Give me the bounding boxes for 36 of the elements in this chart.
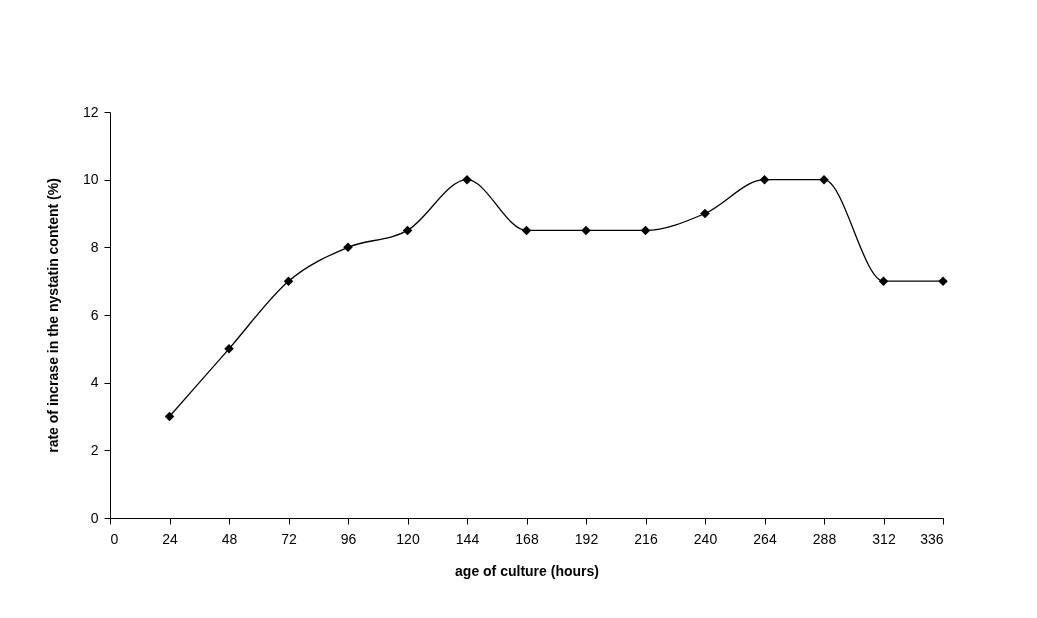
- x-tick-label: 72: [281, 530, 297, 547]
- x-tick-label: 144: [455, 530, 480, 547]
- x-tick-label: 264: [753, 530, 777, 547]
- y-tick-label: 6: [90, 306, 99, 323]
- x-tick-label: 312: [872, 530, 896, 547]
- y-tick-label: 10: [82, 171, 99, 188]
- point: [878, 276, 889, 286]
- point: [759, 174, 770, 185]
- x-tick-label: 24: [162, 530, 178, 547]
- y-tick-label: 8: [90, 238, 99, 255]
- x-tick-label: 336: [920, 530, 944, 547]
- point: [462, 174, 472, 185]
- y-tick-label: 4: [90, 374, 99, 391]
- x-tick-label: 48: [221, 530, 238, 547]
- point: [640, 225, 651, 236]
- x-tick-label: 216: [634, 530, 658, 547]
- point: [164, 411, 175, 422]
- y-tick-label: 12: [82, 103, 99, 120]
- x-tick-label: 192: [574, 530, 599, 547]
- x-tick-label: 240: [693, 530, 718, 547]
- point: [819, 174, 829, 185]
- x-axis-title: age of culture (hours): [455, 562, 599, 579]
- x-tick-label: 0: [110, 530, 119, 547]
- point: [402, 225, 413, 236]
- point: [700, 208, 710, 219]
- point: [343, 242, 353, 253]
- x-tick-label: 120: [396, 530, 420, 547]
- x-tick-label: 96: [340, 530, 357, 547]
- y-tick-label: 2: [90, 441, 99, 458]
- x-tick-label: 288: [812, 530, 837, 547]
- point: [521, 225, 532, 236]
- point: [581, 225, 591, 236]
- y-axis-title: rate of incrase in the nystatin content (%): [44, 178, 61, 453]
- y-tick-label: 0: [90, 509, 99, 526]
- point: [283, 276, 294, 286]
- x-tick-label: 168: [515, 530, 539, 547]
